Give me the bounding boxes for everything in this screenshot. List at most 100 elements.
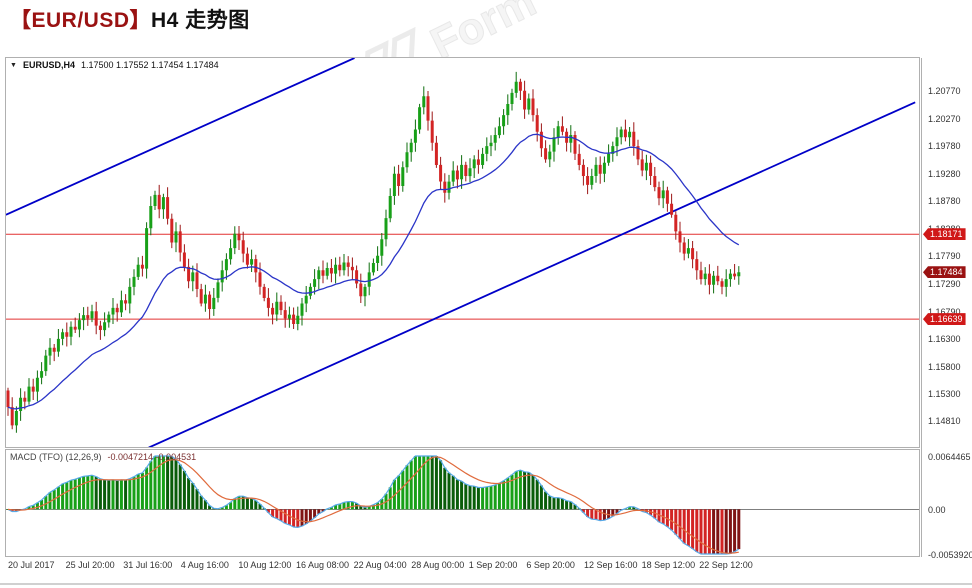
macd-histogram-bar <box>632 506 636 510</box>
trendline <box>6 58 355 216</box>
macd-histogram-bar <box>283 509 287 524</box>
macd-histogram-bar <box>359 506 363 510</box>
macd-histogram-bar <box>569 501 573 510</box>
time-axis-tick: 22 Aug 04:00 <box>353 560 407 570</box>
macd-histogram-bar <box>552 497 556 510</box>
macd-histogram-bar <box>657 509 661 523</box>
macd-histogram-bar <box>174 459 178 510</box>
macd-histogram-bar <box>27 506 31 510</box>
macd-histogram-bar <box>720 509 724 554</box>
macd-histogram-bar <box>527 472 531 510</box>
macd-histogram-bar <box>300 509 304 527</box>
macd-histogram-bar <box>426 456 430 510</box>
macd-histogram-bar <box>699 509 703 554</box>
macd-histogram-bar <box>686 509 690 546</box>
macd-histogram-bar <box>40 500 44 510</box>
macd-histogram-bar <box>560 498 564 510</box>
macd-histogram-bar <box>422 456 426 510</box>
macd-histogram-bar <box>724 509 728 554</box>
macd-histogram-bar <box>245 497 249 510</box>
macd-histogram-bar <box>56 486 60 510</box>
macd-values: -0.0047214 -0.004531 <box>107 452 197 462</box>
macd-histogram-bar <box>266 509 270 513</box>
macd-histogram-bar <box>628 506 632 510</box>
time-axis-tick: 12 Sep 16:00 <box>584 560 638 570</box>
bottom-divider <box>0 583 972 585</box>
macd-histogram-bar <box>413 456 417 510</box>
macd-histogram-bar <box>182 470 186 510</box>
macd-histogram-bar <box>464 484 468 510</box>
macd-histogram-bar <box>208 505 212 510</box>
macd-histogram-bar <box>191 483 195 510</box>
price-chart-panel[interactable]: ▼ EURUSD,H4 1.17500 1.17552 1.17454 1.17… <box>5 57 920 448</box>
candlestick-chart[interactable] <box>6 58 919 447</box>
hline-price-badge: 1.18171 <box>923 228 966 241</box>
macd-histogram-bar <box>707 509 711 554</box>
macd-histogram-bar <box>443 467 447 510</box>
time-axis-tick: 18 Sep 12:00 <box>641 560 696 570</box>
macd-histogram-bar <box>279 509 283 521</box>
macd-histogram-bar <box>304 509 308 524</box>
macd-histogram-bar <box>728 509 732 554</box>
macd-histogram-bar <box>733 509 737 552</box>
macd-histogram-bar <box>493 484 497 510</box>
macd-histogram-bar <box>31 505 35 510</box>
macd-histogram-bar <box>338 504 342 510</box>
macd-histogram-bar <box>430 456 434 510</box>
time-axis: 20 Jul 2017 25 Jul 20:00 31 Jul 16:00 4 Aug… <box>6 560 920 574</box>
bear-candle-bodies <box>6 81 737 426</box>
macd-histogram-bar <box>107 480 111 510</box>
macd-histogram-bar <box>434 456 438 510</box>
macd-histogram-bar <box>149 461 153 510</box>
macd-histogram-bar <box>65 482 69 510</box>
macd-histogram-bar <box>565 500 569 510</box>
quote-row: ▼ EURUSD,H4 1.17500 1.17552 1.17454 1.17… <box>10 60 219 70</box>
macd-chart[interactable] <box>6 450 919 556</box>
macd-histogram-bar <box>367 506 371 510</box>
macd-histogram-bar <box>611 509 615 517</box>
macd-histogram-bar <box>111 479 115 510</box>
price-axis-tick: 1.16790 <box>928 306 961 317</box>
macd-histogram-bar <box>115 480 119 510</box>
price-axis: 1.207701.202701.197801.192801.187801.182… <box>921 58 972 560</box>
macd-histogram-bar <box>405 465 409 510</box>
macd-histogram-bar <box>573 504 577 510</box>
macd-histogram-bar <box>518 470 522 510</box>
macd-histogram-bar <box>237 496 241 510</box>
macd-signal-line <box>7 456 739 554</box>
macd-histogram-bar <box>103 479 107 510</box>
macd-histogram-bar <box>317 509 321 514</box>
macd-histogram-bar <box>136 474 140 510</box>
macd-histogram-bar <box>455 479 459 510</box>
macd-histogram-bar <box>544 491 548 510</box>
macd-axis-tick: 0.0064465 <box>928 452 971 462</box>
macd-histogram-bar <box>594 509 598 520</box>
macd-name: MACD (TFO) (12,26,9) <box>10 452 102 462</box>
macd-histogram-bar <box>607 509 611 519</box>
symbol-label: EURUSD,H4 <box>22 60 75 70</box>
macd-histogram-bar <box>271 509 275 517</box>
macd-histogram-bar <box>145 467 149 510</box>
macd-histogram-bar <box>514 471 518 510</box>
macd-histogram-bar <box>363 507 367 510</box>
macd-histogram-bar <box>254 500 258 510</box>
price-axis-tick: 1.15300 <box>928 389 961 400</box>
macd-histogram-bar <box>371 504 375 510</box>
macd-histogram-bar <box>10 509 14 512</box>
page-title-text: H4 走势图 <box>151 9 250 32</box>
macd-histogram-bar <box>296 509 300 528</box>
macd-histogram-bar <box>220 507 224 510</box>
macd-histogram-bar <box>674 509 678 535</box>
quote-collapse-icon[interactable]: ▼ <box>10 61 17 69</box>
macd-panel[interactable]: MACD (TFO) (12,26,9) -0.0047214 -0.00453… <box>5 449 920 557</box>
hline-price-badge: 1.16639 <box>923 313 966 326</box>
macd-histogram-bar <box>590 509 594 520</box>
macd-histogram-bar <box>258 504 262 510</box>
macd-histogram-bar <box>90 475 94 510</box>
macd-histogram-bar <box>153 456 157 510</box>
macd-histogram-bar <box>489 486 493 510</box>
macd-histogram-bar <box>670 509 674 531</box>
macd-histogram-bar <box>187 478 191 510</box>
macd-histogram-bar <box>602 509 606 521</box>
macd-histogram-bar <box>598 509 602 521</box>
